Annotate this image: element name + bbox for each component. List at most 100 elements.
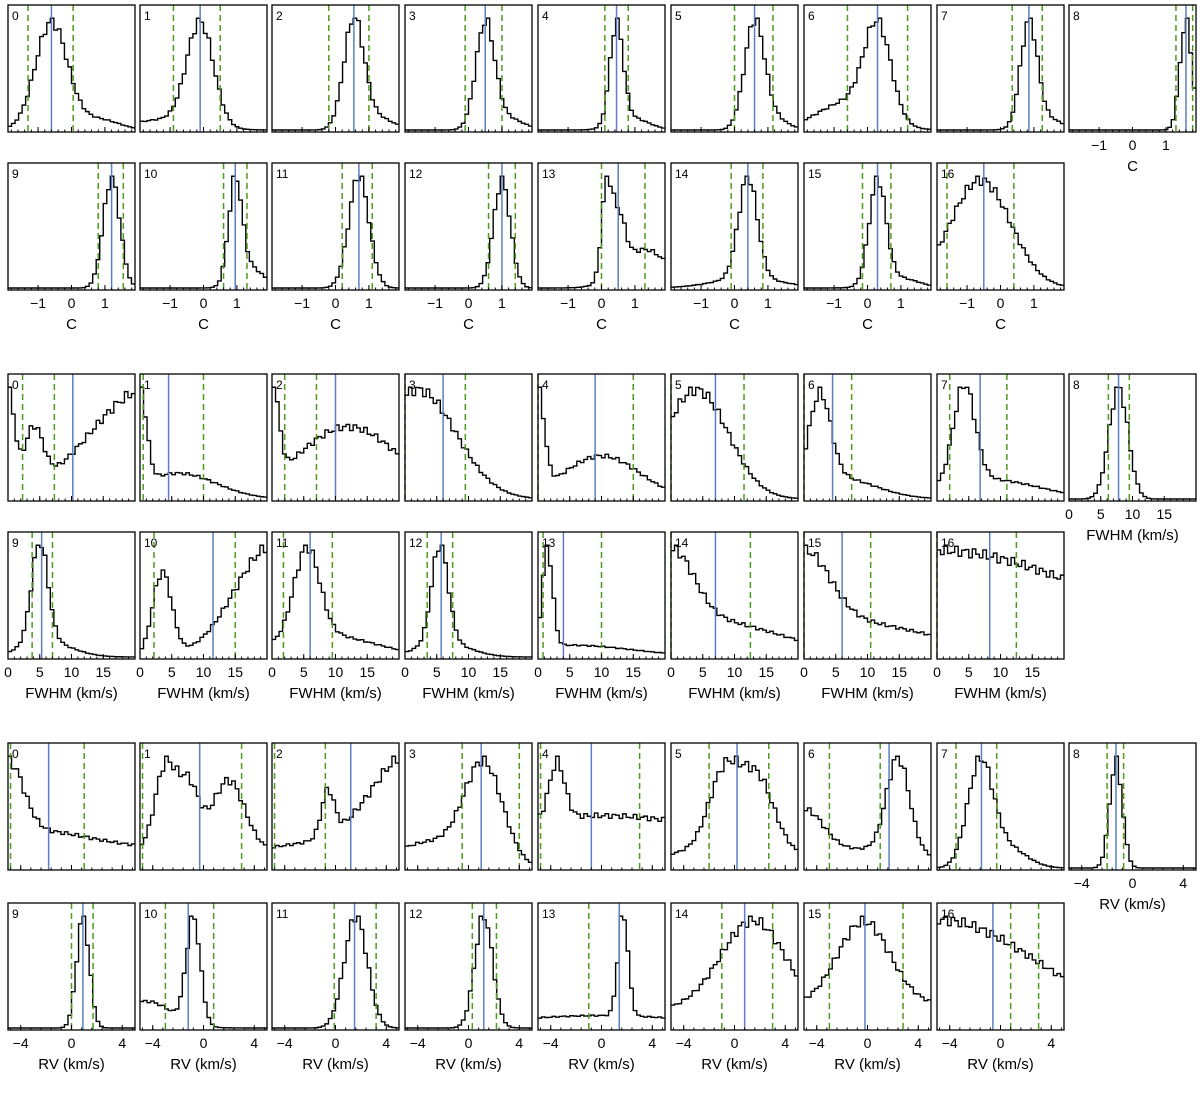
histogram-c-14 <box>671 175 798 288</box>
panel-frame-8 <box>1068 4 1197 133</box>
panel-frame-15 <box>803 531 932 660</box>
histogram-c-8 <box>1069 17 1196 131</box>
panel-frame-9 <box>7 531 136 660</box>
tick-label: 10 <box>196 664 212 680</box>
panel-rv-8: −4 0 4 RV (km/s) 8 <box>1068 742 1197 913</box>
panel-rv-0: 0 <box>7 742 136 871</box>
tick-label: 10 <box>1125 506 1141 522</box>
tick-label: −4 <box>543 1035 559 1051</box>
panel-c-3: 3 <box>404 4 533 133</box>
histogram-c-9 <box>8 175 135 289</box>
tick-label: 0 <box>465 295 473 311</box>
x-axis-label: RV (km/s) <box>967 1056 1033 1073</box>
tick-label: 0 <box>864 1035 872 1051</box>
panel-fwhm-13: 0 5 10 15 FWHM (km/s) 13 <box>534 531 666 702</box>
histogram-rv-16 <box>937 915 1064 978</box>
x-axis-label: C <box>330 316 341 333</box>
panel-frame-11 <box>271 162 400 291</box>
tick-label: −1 <box>1091 137 1107 153</box>
panel-index: 13 <box>542 536 556 550</box>
panel-frame-0 <box>7 373 136 502</box>
x-axis-label: FWHM (km/s) <box>157 685 249 702</box>
tick-label: 0 <box>136 664 144 680</box>
histogram-rv-13 <box>538 915 665 1019</box>
panel-fwhm-3: 3 <box>404 373 533 502</box>
tick-label: −4 <box>13 1035 29 1051</box>
panel-index: 10 <box>144 167 158 181</box>
panel-rv-14: −4 0 4 RV (km/s) 14 <box>670 902 799 1073</box>
histogram-c-15 <box>804 175 931 289</box>
panel-frame-12 <box>404 531 533 660</box>
tick-label: 0 <box>997 1035 1005 1051</box>
x-axis-label: RV (km/s) <box>568 1056 634 1073</box>
tick-label: 10 <box>64 664 80 680</box>
x-axis-label: FWHM (km/s) <box>25 685 117 702</box>
panel-frame-6 <box>803 373 932 502</box>
tick-label: 0 <box>1129 137 1137 153</box>
panel-index: 3 <box>409 747 416 761</box>
panel-frame-10 <box>139 162 268 291</box>
panel-c-5: 5 <box>670 4 799 133</box>
tick-label: 0 <box>268 664 276 680</box>
tick-label: 5 <box>168 664 176 680</box>
x-axis-label: FWHM (km/s) <box>1086 527 1178 544</box>
panel-frame-0 <box>7 742 136 871</box>
tick-label: 10 <box>594 664 610 680</box>
tick-label: 4 <box>914 1035 922 1051</box>
panel-c-13: −1 0 1 C 13 <box>537 162 666 333</box>
tick-label: 4 <box>781 1035 789 1051</box>
histogram-fwhm-12 <box>405 544 532 658</box>
tick-label: 5 <box>699 664 707 680</box>
tick-label: 10 <box>461 664 477 680</box>
tick-label: 0 <box>731 295 739 311</box>
tick-label: 0 <box>997 295 1005 311</box>
panel-fwhm-10: 0 5 10 15 FWHM (km/s) 10 <box>136 531 268 702</box>
panel-fwhm-12: 0 5 10 15 FWHM (km/s) 12 <box>401 531 533 702</box>
block-rv: 0 1 2 3 4 5 6 7−4 0 4RV (km/s)8−4 0 4RV (km/s)9−4 0 4… <box>7 742 1197 1073</box>
tick-label: 0 <box>731 1035 739 1051</box>
panel-c-10: −1 0 1 C 10 <box>139 162 268 333</box>
panel-frame-6 <box>803 742 932 871</box>
tick-label: 5 <box>1097 506 1105 522</box>
tick-label: 5 <box>36 664 44 680</box>
panel-c-2: 2 <box>271 4 400 133</box>
tick-label: 5 <box>566 664 574 680</box>
x-axis-label: C <box>596 316 607 333</box>
panel-index: 5 <box>675 378 682 392</box>
panel-rv-1: 1 <box>139 742 268 871</box>
panel-index: 5 <box>675 9 682 23</box>
tick-label: 0 <box>598 295 606 311</box>
x-axis-label: RV (km/s) <box>834 1056 900 1073</box>
panel-index: 9 <box>12 536 19 550</box>
panel-index: 16 <box>941 536 955 550</box>
histogram-c-7 <box>937 17 1064 131</box>
tick-label: 1 <box>365 295 373 311</box>
panel-index: 10 <box>144 536 158 550</box>
tick-label: −1 <box>693 295 709 311</box>
panel-index: 7 <box>941 747 948 761</box>
tick-label: 15 <box>95 664 111 680</box>
x-axis-label: RV (km/s) <box>701 1056 767 1073</box>
histogram-c-0 <box>8 17 135 129</box>
tick-label: 5 <box>300 664 308 680</box>
tick-label: 1 <box>1162 137 1170 153</box>
panel-index: 15 <box>808 167 822 181</box>
histogram-c-1 <box>140 17 267 131</box>
histogram-c-2 <box>272 17 399 131</box>
panel-index: 7 <box>941 9 948 23</box>
panel-fwhm-16: 0 5 10 15 FWHM (km/s) 16 <box>933 531 1065 702</box>
histogram-fwhm-8 <box>1069 386 1196 500</box>
panel-fwhm-8: 0 5 10 15 FWHM (km/s) 8 <box>1065 373 1197 544</box>
panel-frame-8 <box>1068 742 1197 871</box>
panel-rv-9: −4 0 4 RV (km/s) 9 <box>7 902 136 1073</box>
panel-index: 13 <box>542 907 556 921</box>
panel-index: 14 <box>675 167 689 181</box>
panel-index: 10 <box>144 907 158 921</box>
tick-label: 0 <box>598 1035 606 1051</box>
panel-index: 7 <box>941 378 948 392</box>
tick-label: 0 <box>465 1035 473 1051</box>
x-axis-label: RV (km/s) <box>38 1056 104 1073</box>
panel-frame-12 <box>404 162 533 291</box>
panel-index: 6 <box>808 9 815 23</box>
tick-label: 0 <box>200 1035 208 1051</box>
